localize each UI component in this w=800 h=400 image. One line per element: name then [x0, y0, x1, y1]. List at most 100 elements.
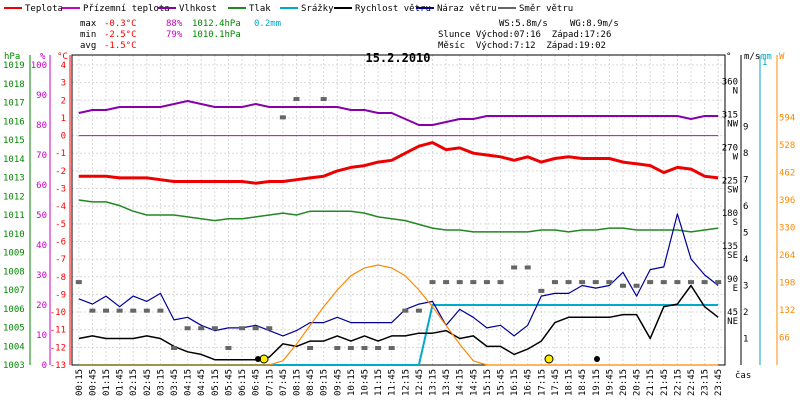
- legend-label: Vlhkost: [179, 4, 217, 14]
- x-tick-label: 13:45: [442, 369, 452, 396]
- tick-label-hpa: 1015: [3, 136, 25, 146]
- legend-label: Tlak: [249, 4, 271, 14]
- x-tick-label: 08:15: [292, 369, 302, 396]
- tick-label-pct: 0: [42, 361, 47, 371]
- wind-direction-point: [130, 308, 137, 313]
- tick-label-hpa: 1019: [3, 61, 25, 71]
- legend-label: Rychlost větru: [355, 4, 431, 14]
- tick-label-hpa: 1011: [3, 211, 25, 221]
- x-tick-label: 22:15: [673, 369, 683, 396]
- moonrise-marker: [255, 356, 261, 362]
- wind-direction-point: [198, 326, 205, 331]
- tick-label-w: 264: [779, 251, 795, 261]
- tick-label-dir-name: SW: [727, 185, 738, 195]
- tick-label-hpa: 1013: [3, 174, 25, 184]
- stats-block: max -0.3°C 88% 1012.4hPa 0.2mm min -2.5°…: [80, 19, 619, 51]
- wind-direction-point: [116, 308, 123, 313]
- stat-wg: WG:8.9m/s: [570, 19, 619, 29]
- x-tick-label: 01:45: [116, 369, 126, 396]
- wind-direction-point: [715, 280, 722, 285]
- tick-label-ms: 5: [743, 229, 748, 239]
- x-tick-label: 16:15: [510, 369, 520, 396]
- x-tick-label: 13:15: [429, 369, 439, 396]
- x-tick-label: 05:15: [211, 369, 221, 396]
- tick-label-ms: 9: [743, 123, 748, 133]
- tick-label-dir-name: SE: [727, 251, 738, 261]
- wind-direction-point: [606, 280, 613, 285]
- tick-label-degc: -10: [50, 308, 66, 318]
- tick-label-hpa: 1006: [3, 305, 25, 315]
- wind-direction-point: [565, 280, 572, 285]
- tick-label-pct: 20: [36, 301, 47, 311]
- sunrise-marker: [259, 354, 269, 364]
- stat-max-press: 1012.4hPa: [192, 19, 241, 29]
- tick-label-dir: 225: [722, 176, 738, 186]
- x-tick-label: 19:15: [592, 369, 602, 396]
- x-tick-label: 04:45: [197, 369, 207, 396]
- tick-label-hpa: 1017: [3, 99, 25, 109]
- tick-label-hpa: 1016: [3, 117, 25, 127]
- tick-label-hpa: 1009: [3, 249, 25, 259]
- tick-label-degc: -13: [50, 361, 66, 371]
- x-tick-label: 23:45: [714, 369, 724, 396]
- x-tick-label: 01:15: [102, 369, 112, 396]
- tick-label-ms: 1: [743, 335, 748, 345]
- x-tick-label: 12:15: [401, 369, 411, 396]
- x-tick-label: 04:15: [184, 369, 194, 396]
- x-tick-label: 21:45: [660, 369, 670, 396]
- tick-label-w: 462: [779, 168, 795, 178]
- moonset-marker: [594, 356, 600, 362]
- wind-direction-point: [497, 280, 504, 285]
- stat-max-label: max: [80, 19, 97, 29]
- x-tick-label: 18:45: [578, 369, 588, 396]
- wind-direction-point: [279, 115, 286, 120]
- stat-min-label: min: [80, 30, 96, 40]
- tick-label-hpa: 1003: [3, 361, 25, 371]
- tick-label-ms: 7: [743, 176, 748, 186]
- x-tick-label: 06:45: [252, 369, 262, 396]
- x-tick-label: 11:45: [388, 369, 398, 396]
- wind-direction-point: [592, 280, 599, 285]
- legend-label: Náraz větru: [437, 4, 497, 14]
- tick-label-pct: 40: [36, 241, 47, 251]
- tick-label-degc: -6: [55, 237, 66, 247]
- x-tick-label: 23:15: [701, 369, 711, 396]
- wind-direction-point: [211, 326, 218, 331]
- tick-label-degc: 1: [61, 114, 66, 124]
- x-tick-label: 07:15: [265, 369, 275, 396]
- axes: hPa % °C ° m/s mm W čas 43210-1-2-3-4-5-…: [3, 52, 795, 381]
- x-tick-label: 15:45: [497, 369, 507, 396]
- tick-label-dir-name: W: [733, 152, 739, 162]
- wind-direction-point: [388, 346, 395, 350]
- tick-label-degc: 3: [61, 79, 66, 89]
- tick-label-dir-name: N: [733, 86, 738, 96]
- x-tick-label: 17:45: [551, 369, 561, 396]
- tick-label-ms: 3: [743, 282, 748, 292]
- wind-direction-point: [375, 346, 382, 350]
- legend-label: Směr větru: [519, 4, 573, 14]
- tick-label-dir: 315: [722, 110, 738, 120]
- tick-label-w: 528: [779, 141, 795, 151]
- x-tick-label: 02:45: [143, 369, 153, 396]
- tick-label-hpa: 1008: [3, 267, 25, 277]
- tick-label-dir: 360: [722, 77, 738, 87]
- tick-label-w: 198: [779, 278, 795, 288]
- tick-label-degc: -1: [55, 149, 66, 159]
- wind-direction-point: [687, 280, 694, 285]
- legend-label: Srážky: [301, 4, 334, 14]
- stat-avg-label: avg: [80, 41, 96, 51]
- x-tick-label: 03:15: [156, 369, 166, 396]
- tick-label-pct: 80: [36, 121, 47, 131]
- wind-direction-point: [579, 280, 586, 285]
- wind-direction-point: [429, 280, 436, 285]
- x-tick-label: 00:15: [75, 369, 85, 396]
- wind-direction-point: [320, 97, 327, 102]
- wind-direction-point: [103, 308, 110, 313]
- series-layer: [75, 97, 722, 366]
- wind-direction-point: [307, 346, 314, 350]
- legend-label: Přízemní teplota: [83, 4, 170, 14]
- wind-direction-point: [171, 346, 178, 350]
- x-axis: 00:15 00:45 01:15 01:45 02:15 02:45 03:15 03:45…: [75, 369, 724, 396]
- series-line-rychlost-v-tru: [78, 284, 719, 361]
